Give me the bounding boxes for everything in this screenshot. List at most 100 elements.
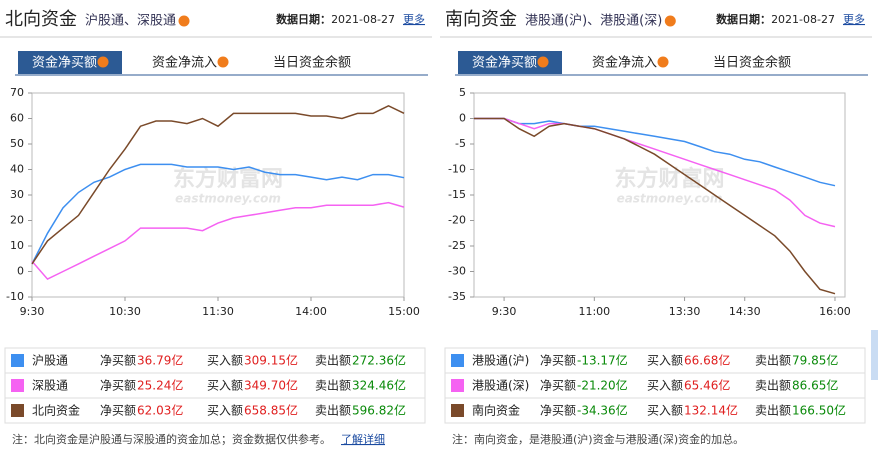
y-tick-label: 30 (10, 188, 24, 201)
tab[interactable]: 资金净流入 (592, 55, 657, 71)
help-icon (657, 56, 669, 68)
table-label: 卖出额 (755, 354, 791, 368)
table-value: -13.17亿 (577, 353, 628, 368)
tab[interactable]: 资金净买额 (32, 55, 97, 71)
tab[interactable]: 资金净买额 (472, 55, 537, 71)
table-row (4, 397, 426, 424)
table-value: 349.70亿 (244, 378, 298, 393)
panel-subtitle: 沪股通、深股通 (85, 13, 176, 29)
legend-swatch (11, 404, 24, 417)
series-line (31, 163, 405, 265)
table-value: 66.68亿 (684, 353, 730, 368)
table-label: 买入额 (647, 404, 683, 418)
note: 注：北向资金是沪股通与深股通的资金加总；资金数据仅供参考。 (12, 432, 331, 446)
date-label: 数据日期： (716, 12, 771, 26)
y-tick-label: 60 (10, 112, 24, 125)
table-value: 166.50亿 (792, 403, 846, 418)
help-icon (664, 15, 676, 27)
x-tick-label: 14:00 (295, 305, 327, 318)
series-line (474, 117, 836, 295)
x-tick-label: 9:30 (492, 305, 517, 318)
table-label: 买入额 (207, 354, 243, 368)
x-tick-label: 14:30 (729, 305, 761, 318)
y-tick-label: -10 (448, 163, 466, 176)
y-tick-label: 0 (459, 112, 466, 125)
table-label: 卖出额 (755, 379, 791, 393)
table-row (444, 397, 866, 424)
tab-active[interactable] (18, 51, 122, 74)
table-value: 86.65亿 (792, 378, 838, 393)
y-tick-label: -35 (448, 290, 466, 303)
legend-swatch (451, 354, 464, 367)
x-tick-label: 11:30 (202, 305, 234, 318)
table-label: 卖出额 (315, 354, 351, 368)
date-label: 数据日期： (276, 12, 331, 26)
watermark: eastmoney.com (175, 192, 281, 206)
table-value: 272.36亿 (352, 353, 406, 368)
y-tick-label: 5 (459, 86, 466, 99)
legend-name: 南向资金 (472, 403, 520, 418)
table-label: 买入额 (207, 379, 243, 393)
tab[interactable]: 当日资金余额 (273, 55, 351, 71)
watermark: eastmoney.com (617, 192, 723, 206)
table-label: 净买额 (100, 404, 136, 418)
legend-swatch (11, 379, 24, 392)
legend-name: 港股通(深) (472, 379, 529, 393)
table-label: 净买额 (540, 404, 576, 418)
legend-name: 港股通(沪) (472, 354, 529, 368)
series-line (474, 117, 836, 187)
legend-swatch (451, 379, 464, 392)
table-label: 净买额 (100, 379, 136, 393)
table-value: 658.85亿 (244, 403, 298, 418)
more-link[interactable]: 更多 (403, 12, 425, 26)
note: 注：南向资金，是港股通(沪)资金与港股通(深)资金的加总。 (452, 432, 744, 446)
table-value: 309.15亿 (244, 353, 298, 368)
tab-active[interactable] (458, 51, 562, 74)
tab[interactable]: 资金净流入 (152, 55, 217, 71)
table-label: 买入额 (647, 379, 683, 393)
legend-name: 深股通 (32, 379, 68, 393)
y-tick-label: 50 (10, 137, 24, 150)
x-tick-label: 9:30 (20, 305, 45, 318)
y-tick-label: 0 (17, 265, 24, 278)
y-tick-label: -30 (448, 265, 466, 278)
x-tick-label: 11:00 (578, 305, 610, 318)
table-label: 卖出额 (315, 379, 351, 393)
x-tick-label: 15:00 (388, 305, 420, 318)
table-value: 36.79亿 (137, 353, 183, 368)
legend-swatch (451, 404, 464, 417)
y-tick-label: 10 (10, 239, 24, 252)
table-value: 62.03亿 (137, 403, 183, 418)
y-tick-label: -5 (455, 137, 466, 150)
y-tick-label: 40 (10, 163, 24, 176)
table-value: 79.85亿 (792, 353, 838, 368)
tab[interactable]: 当日资金余额 (713, 55, 791, 71)
more-link[interactable]: 更多 (843, 12, 865, 26)
help-icon (537, 56, 549, 68)
x-tick-label: 16:00 (819, 305, 851, 318)
y-tick-label: -20 (448, 214, 466, 227)
legend-swatch (11, 354, 24, 367)
legend-name: 北向资金 (32, 403, 80, 418)
date: 2021-08-27 (771, 13, 835, 26)
table-label: 净买额 (100, 354, 136, 368)
table-value: -21.20亿 (577, 378, 628, 393)
y-tick-label: 70 (10, 86, 24, 99)
table-value: 65.46亿 (684, 378, 730, 393)
table-value: 25.24亿 (137, 378, 183, 393)
table-value: 324.46亿 (352, 378, 406, 393)
watermark: 东方财富网 (173, 166, 283, 192)
scrollbar[interactable] (871, 330, 878, 380)
y-tick-label: -25 (448, 239, 466, 252)
table-value: -34.36亿 (577, 403, 628, 418)
table-label: 卖出额 (315, 404, 351, 418)
x-tick-label: 13:30 (669, 305, 701, 318)
table-label: 买入额 (647, 354, 683, 368)
table-label: 买入额 (207, 404, 243, 418)
table-row (444, 347, 866, 374)
note-link[interactable]: 了解详细 (341, 432, 385, 446)
series-line (474, 117, 836, 228)
help-icon (178, 15, 190, 27)
y-tick-label: -15 (448, 188, 466, 201)
